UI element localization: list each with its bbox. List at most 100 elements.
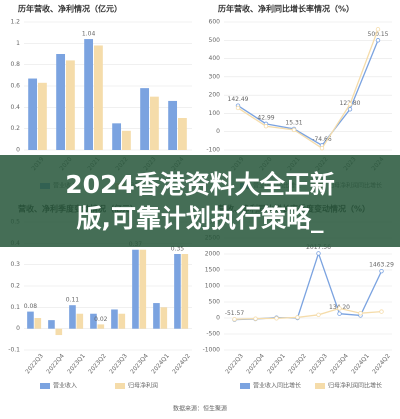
y-tick-label: 1: [16, 40, 20, 47]
data-label: 1.04: [82, 31, 96, 38]
legend-swatch: [115, 383, 125, 389]
point: [235, 105, 241, 111]
data-label: 500.15: [368, 31, 389, 38]
y-tick-label: 0: [216, 315, 220, 322]
y-tick-label: 600: [209, 19, 221, 26]
point: [316, 312, 321, 317]
bar: [168, 100, 178, 150]
bar: [27, 311, 34, 329]
banner-line: 版,可靠计划执行策略_: [76, 204, 324, 233]
y-tick-label: 200: [209, 92, 221, 99]
bar: [132, 249, 139, 329]
bar: [48, 320, 55, 329]
bar: [181, 254, 189, 329]
legend-swatch: [315, 383, 325, 389]
bar: [112, 123, 122, 150]
bar: [140, 88, 150, 150]
legend-swatch: [240, 383, 250, 389]
point: [347, 107, 353, 112]
bar: [66, 60, 75, 150]
point: [291, 127, 297, 133]
legend-label: 归母净利润: [128, 382, 158, 390]
y-tick-label: 1500: [205, 267, 220, 274]
y-tick-label: 1.2: [10, 19, 20, 26]
bar: [174, 254, 181, 329]
y-tick-label: 0.4: [10, 104, 20, 111]
banner-line: 2024香港资料大全正新: [65, 170, 335, 199]
point: [379, 268, 384, 274]
point: [375, 38, 381, 43]
point: [253, 316, 258, 321]
data-label: 0.08: [24, 303, 38, 310]
point: [347, 102, 353, 107]
y-tick-label: 0: [16, 147, 20, 154]
bar: [150, 96, 159, 150]
bar: [111, 309, 118, 329]
bar: [28, 78, 38, 150]
y-tick-label: 0: [216, 128, 220, 135]
point: [358, 311, 363, 316]
point: [337, 311, 342, 316]
bar: [160, 307, 168, 329]
y-tick-label: 100: [209, 110, 221, 117]
y-tick-label: -100: [206, 147, 220, 154]
data-label: 42.99: [257, 114, 274, 121]
point: [316, 251, 321, 256]
bar: [97, 324, 105, 329]
bar: [84, 39, 94, 150]
data-label: 0.11: [66, 297, 80, 304]
line: [237, 29, 379, 150]
y-tick-label: 2000: [205, 251, 220, 258]
y-tick-label: 400: [209, 55, 221, 62]
data-label: 1463.29: [369, 262, 394, 269]
data-label: 0.35: [171, 246, 185, 253]
data-label: 15.31: [285, 119, 302, 126]
point: [274, 316, 279, 321]
y-tick-label: -0.1: [8, 347, 20, 354]
point: [232, 317, 237, 322]
bar: [139, 249, 147, 329]
y-tick-label: 0.1: [10, 304, 20, 311]
y-tick-label: 0.2: [10, 125, 20, 132]
bar: [122, 130, 131, 150]
data-label: -74.66: [312, 136, 332, 143]
source: 数据来源：恒生聚源: [173, 405, 227, 413]
bar: [55, 328, 63, 336]
y-tick-label: 0: [16, 325, 20, 332]
bar: [76, 313, 84, 329]
bar: [90, 313, 97, 329]
y-tick-label: 500: [209, 299, 221, 306]
bar: [94, 45, 103, 150]
chart-title: 历年营收、净利情况（亿元）: [18, 4, 122, 14]
banner: [0, 155, 400, 247]
point: [379, 309, 384, 314]
bar: [56, 54, 66, 150]
chart-title: 历年营收、净利同比增长率情况（%）: [218, 4, 354, 14]
data-label: 0.02: [94, 316, 108, 323]
y-tick-label: 500: [209, 37, 221, 44]
line: [234, 307, 382, 320]
data-label: 2017.56: [306, 244, 331, 251]
point: [295, 315, 300, 320]
bar: [118, 313, 126, 329]
point: [337, 306, 342, 311]
point: [375, 27, 381, 32]
legend-label: 营业收入: [53, 382, 77, 390]
y-tick-label: 0.3: [10, 261, 20, 268]
bar: [178, 118, 187, 150]
y-tick-label: 0.6: [10, 83, 20, 90]
bar: [38, 82, 47, 150]
bar: [34, 318, 42, 329]
y-tick-label: 300: [209, 73, 221, 80]
line: [237, 40, 379, 147]
data-label: -51.57: [225, 310, 245, 317]
bar: [69, 305, 76, 329]
y-tick-label: -500: [206, 331, 220, 338]
y-tick-label: 1000: [205, 283, 220, 290]
y-tick-label: -1000: [203, 347, 221, 354]
legend-label: 营业收入同比增长: [253, 382, 301, 390]
y-tick-label: 0.8: [10, 61, 20, 68]
y-tick-label: 0.2: [10, 283, 20, 290]
data-label: 142.49: [228, 96, 249, 103]
